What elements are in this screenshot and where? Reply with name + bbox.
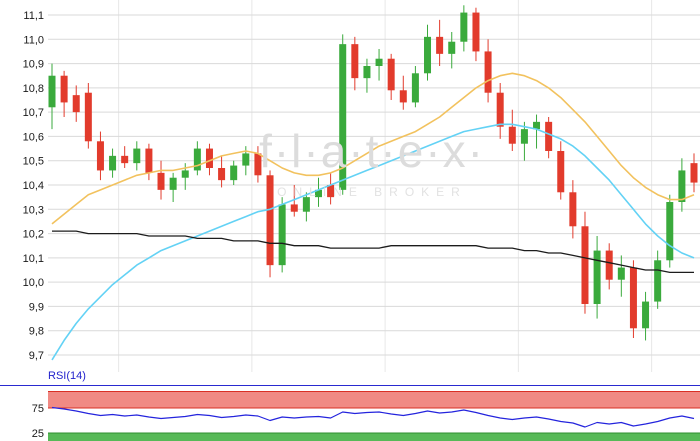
candle-down xyxy=(581,226,589,304)
candle-down xyxy=(629,267,637,329)
candle-up xyxy=(654,260,662,302)
rsi-overbought-band xyxy=(48,391,700,408)
rsi-upper-level-label: 75 xyxy=(32,403,44,415)
candle-down xyxy=(351,44,359,79)
y-axis-tick-label: 10,4 xyxy=(23,180,44,192)
candle-down xyxy=(545,121,553,151)
candle-down xyxy=(72,95,80,113)
rsi-panel: 75 25 xyxy=(0,385,700,441)
y-axis-tick-label: 10,9 xyxy=(23,59,44,71)
y-axis-tick-label: 10,1 xyxy=(23,253,44,265)
rsi-oversold-band xyxy=(48,433,700,441)
candle-up xyxy=(181,170,189,178)
ma-long-black-line xyxy=(52,230,694,274)
candle-down xyxy=(557,151,565,193)
candle-up xyxy=(411,73,419,103)
candle-down xyxy=(60,75,68,103)
candle-up xyxy=(169,177,177,190)
candle-up xyxy=(533,121,541,130)
candle-up xyxy=(642,301,650,329)
candle-down xyxy=(121,155,129,164)
candle-up xyxy=(314,189,322,198)
y-axis-tick-label: 10,5 xyxy=(23,156,44,168)
candle-up xyxy=(109,155,117,171)
candle-up xyxy=(424,36,432,74)
candle-up xyxy=(375,58,383,66)
candle-down xyxy=(266,175,274,266)
candle-down xyxy=(496,92,504,127)
rsi-indicator-label: RSI(14) xyxy=(48,370,86,382)
candle-down xyxy=(205,148,213,168)
candle-down xyxy=(387,58,395,91)
y-axis-tick-label: 11,0 xyxy=(23,34,44,46)
candle-up xyxy=(520,129,528,144)
candle-down xyxy=(145,148,153,173)
price-chart-svg: 11,1 11,0 10,9 10,8 10,7 10,6 10,5 10,4 10,3 10,2… xyxy=(23,0,700,372)
candle-down xyxy=(399,90,407,103)
y-axis-tick-label: 10,7 xyxy=(23,107,44,119)
rsi-panel-svg: 75 25 xyxy=(32,391,700,441)
candle-up xyxy=(230,165,238,181)
candle-down xyxy=(605,250,613,280)
y-axis-tick-label: 10,2 xyxy=(23,229,44,241)
price-chart: 11,1 11,0 10,9 10,8 10,7 10,6 10,5 10,4 10,3 10,2… xyxy=(23,0,700,372)
y-axis-tick-label: 9,8 xyxy=(29,326,44,338)
y-axis-tick-label: 10,0 xyxy=(23,277,44,289)
candle-up xyxy=(363,66,371,79)
candle-up xyxy=(678,170,686,202)
rsi-line xyxy=(51,406,695,428)
candle-up xyxy=(593,250,601,304)
candle-up xyxy=(278,204,286,266)
candle-up xyxy=(617,267,625,280)
candle-down xyxy=(690,163,698,183)
candle-down xyxy=(508,126,516,144)
candle-up xyxy=(448,41,456,54)
y-axis-tick-label: 10,6 xyxy=(23,131,44,143)
candle-down xyxy=(436,36,444,54)
candle-up xyxy=(242,153,250,166)
candle-up xyxy=(302,197,310,212)
candle-down xyxy=(157,172,165,190)
y-axis-tick-label: 9,7 xyxy=(29,350,44,362)
y-axis-tick-label: 11,1 xyxy=(23,10,44,22)
candle-up xyxy=(460,12,468,42)
candle-down xyxy=(569,192,577,227)
ma-slow-orange-line xyxy=(51,72,695,225)
y-axis-tick-label: 9,9 xyxy=(29,301,44,313)
candle-up xyxy=(666,202,674,261)
candle-down xyxy=(484,51,492,93)
candle-down xyxy=(327,185,335,198)
candle-down xyxy=(254,153,262,176)
candle-down xyxy=(96,141,104,171)
ma-mid-cyan-line xyxy=(51,123,695,361)
candle-up xyxy=(48,75,56,108)
candle-up xyxy=(193,148,201,171)
rsi-lower-level-label: 25 xyxy=(32,428,44,440)
candle-up xyxy=(339,44,347,190)
y-axis-tick-label: 10,8 xyxy=(23,83,44,95)
candle-down xyxy=(472,12,480,52)
candle-down xyxy=(290,204,298,212)
candle-down xyxy=(84,92,92,142)
candle-up xyxy=(133,148,141,164)
y-axis-tick-label: 10,3 xyxy=(23,204,44,216)
candle-down xyxy=(218,168,226,181)
